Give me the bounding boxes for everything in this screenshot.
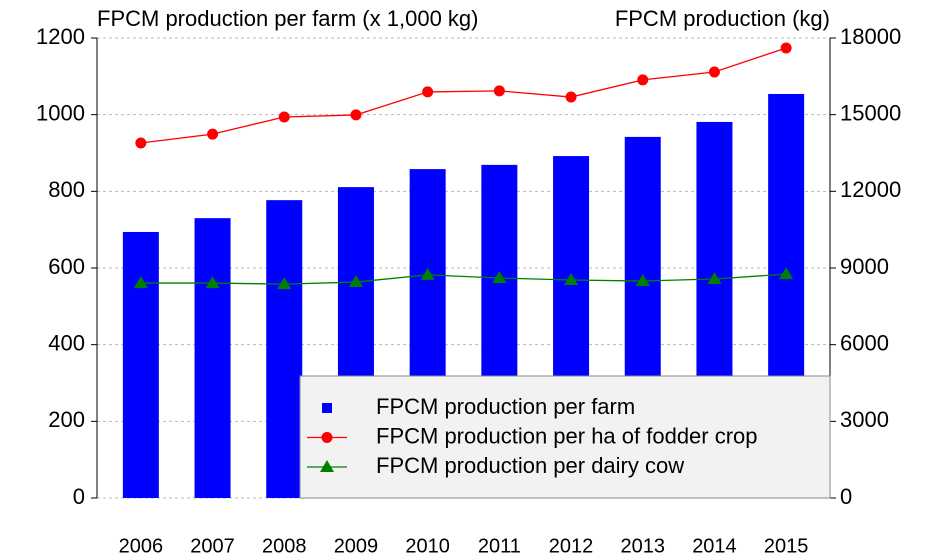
y-tick-label: 800: [48, 177, 85, 202]
x-tick-label: 2014: [692, 535, 737, 557]
y2-axis-label: FPCM production (kg): [615, 6, 830, 31]
triangle-marker: [564, 273, 579, 286]
y2-tick-label: 9000: [840, 254, 889, 279]
circle-marker: [422, 86, 434, 98]
bar: [194, 218, 231, 498]
bar: [122, 231, 159, 498]
y-tick-label: 1200: [36, 24, 85, 49]
triangle-marker: [133, 276, 148, 289]
y-axis-label: FPCM production per farm (x 1,000 kg): [97, 6, 478, 31]
x-tick-label: 2007: [190, 535, 235, 557]
triangle-marker: [348, 275, 363, 288]
x-tick-label: 2009: [334, 535, 379, 557]
circle-marker: [708, 66, 720, 78]
line: [140, 273, 787, 285]
y2-tick-label: 6000: [840, 330, 889, 355]
y-tick-label: 600: [48, 254, 85, 279]
triangle-marker: [492, 270, 507, 283]
bar: [266, 200, 303, 498]
circle-marker: [278, 111, 290, 123]
line: [140, 47, 787, 144]
x-tick-label: 2013: [621, 535, 666, 557]
y-tick-label: 400: [48, 330, 85, 355]
triangle-marker: [277, 277, 292, 290]
circle-marker: [207, 128, 219, 140]
y2-tick-label: 18000: [840, 24, 901, 49]
triangle-marker: [420, 267, 435, 280]
x-tick-label: 2011: [478, 535, 521, 557]
legend-box: [299, 375, 831, 499]
legend-label: FPCM production per ha of fodder crop: [376, 423, 758, 448]
x-tick-label: 2010: [405, 535, 450, 557]
y2-tick-label: 0: [840, 484, 852, 509]
circle-marker: [135, 137, 147, 149]
y-tick-label: 200: [48, 407, 85, 432]
circle-marker: [321, 432, 333, 443]
x-tick-label: 2006: [119, 535, 164, 557]
y2-tick-label: 15000: [840, 100, 901, 125]
circle-marker: [637, 74, 649, 86]
y2-tick-label: 12000: [840, 177, 901, 202]
y-tick-label: 1000: [36, 100, 85, 125]
triangle-marker: [205, 276, 220, 289]
x-tick-label: 2015: [764, 535, 809, 557]
triangle-marker: [320, 460, 334, 472]
triangle-marker: [779, 267, 794, 280]
x-tick-label: 2008: [262, 535, 307, 557]
y2-tick-label: 3000: [840, 407, 889, 432]
legend-label: FPCM production per dairy cow: [376, 453, 684, 478]
triangle-marker: [707, 271, 722, 284]
triangle-marker: [635, 274, 650, 287]
legend: FPCM production per farm FPCM production …: [299, 375, 831, 499]
y-tick-label: 0: [73, 484, 85, 509]
circle-marker: [350, 109, 362, 121]
x-tick-label: 2012: [549, 535, 594, 557]
circle-marker: [493, 85, 505, 97]
legend-label: FPCM production per farm: [376, 394, 635, 419]
circle-marker: [565, 91, 577, 103]
legend-swatch: [322, 403, 332, 413]
circle-marker: [780, 42, 792, 54]
